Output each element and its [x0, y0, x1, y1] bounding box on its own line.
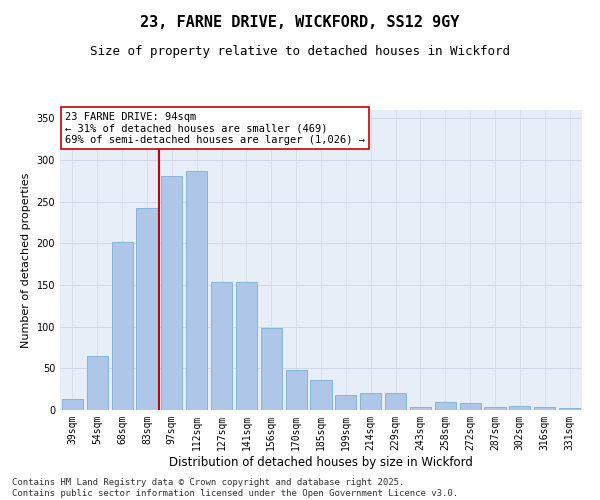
- Bar: [385, 392, 406, 410]
- Bar: [286, 370, 307, 410]
- Bar: [236, 282, 257, 410]
- Bar: [435, 402, 456, 410]
- Text: Size of property relative to detached houses in Wickford: Size of property relative to detached ho…: [90, 45, 510, 58]
- Bar: [534, 406, 555, 410]
- Bar: [484, 406, 506, 410]
- Bar: [62, 399, 83, 410]
- Bar: [310, 380, 332, 410]
- Bar: [87, 356, 108, 410]
- Bar: [186, 171, 207, 410]
- Bar: [410, 406, 431, 410]
- Bar: [112, 242, 133, 410]
- Text: Contains HM Land Registry data © Crown copyright and database right 2025.
Contai: Contains HM Land Registry data © Crown c…: [12, 478, 458, 498]
- X-axis label: Distribution of detached houses by size in Wickford: Distribution of detached houses by size …: [169, 456, 473, 468]
- Bar: [161, 176, 182, 410]
- Text: 23, FARNE DRIVE, WICKFORD, SS12 9GY: 23, FARNE DRIVE, WICKFORD, SS12 9GY: [140, 15, 460, 30]
- Bar: [559, 408, 580, 410]
- Bar: [360, 394, 381, 410]
- Text: 23 FARNE DRIVE: 94sqm
← 31% of detached houses are smaller (469)
69% of semi-det: 23 FARNE DRIVE: 94sqm ← 31% of detached …: [65, 112, 365, 144]
- Bar: [211, 282, 232, 410]
- Y-axis label: Number of detached properties: Number of detached properties: [21, 172, 31, 348]
- Bar: [261, 328, 282, 410]
- Bar: [136, 208, 158, 410]
- Bar: [335, 395, 356, 410]
- Bar: [460, 404, 481, 410]
- Bar: [509, 406, 530, 410]
